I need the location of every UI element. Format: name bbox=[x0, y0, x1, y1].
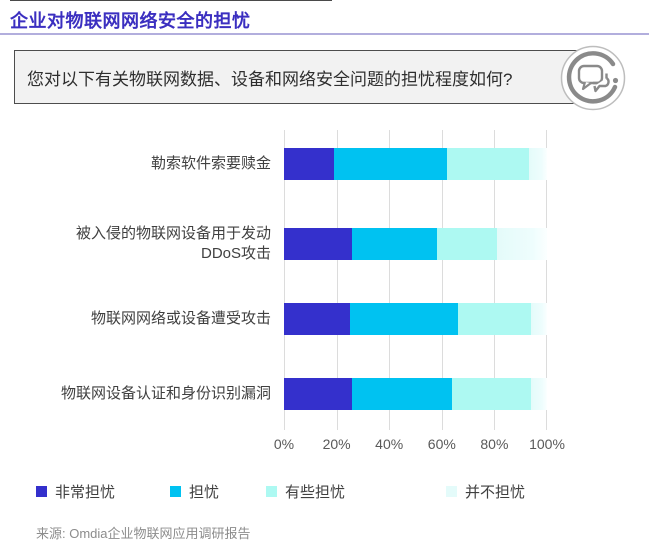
legend-label: 担忧 bbox=[189, 484, 220, 501]
x-tick-label: 60% bbox=[427, 436, 456, 452]
legend-item: 并不担忧 bbox=[446, 481, 525, 502]
bar-segment-有些担忧 bbox=[436, 228, 498, 260]
legend-label: 有些担忧 bbox=[285, 484, 346, 501]
x-tick-label: 80% bbox=[480, 436, 509, 452]
speech-bubbles-icon bbox=[560, 45, 626, 111]
bar-segment-有些担忧 bbox=[457, 303, 532, 335]
bar-row bbox=[284, 303, 547, 335]
bar-segment-有些担忧 bbox=[452, 378, 532, 410]
category-label: 勒索软件索要赎金 bbox=[0, 148, 278, 180]
legend-item: 有些担忧 bbox=[266, 481, 345, 502]
gridline bbox=[546, 130, 547, 430]
gridline bbox=[441, 130, 443, 430]
plot-area: 0% 20% 40% 60% 80% 100% bbox=[274, 130, 565, 452]
gridline bbox=[389, 130, 391, 430]
bar-row bbox=[284, 228, 547, 260]
x-tick-label: 100% bbox=[529, 436, 565, 452]
bar-segment-并不担忧 bbox=[497, 228, 547, 260]
bar-row bbox=[284, 378, 547, 410]
title-underline bbox=[0, 33, 649, 35]
bar-segment-并不担忧 bbox=[531, 378, 547, 410]
bar-row bbox=[284, 148, 547, 180]
x-tick-label: 40% bbox=[375, 436, 404, 452]
legend-swatch bbox=[446, 486, 457, 497]
x-tick-label: 0% bbox=[273, 436, 295, 452]
legend-item: 担忧 bbox=[170, 481, 219, 502]
category-label-line: 被入侵的物联网设备用于发动 bbox=[75, 225, 271, 242]
bar-segment-担忧 bbox=[352, 378, 453, 410]
bar-segment-有些担忧 bbox=[447, 148, 529, 180]
bar-segment-非常担忧 bbox=[284, 228, 353, 260]
legend-swatch bbox=[36, 486, 47, 497]
question-text: 您对以下有关物联网数据、设备和网络安全问题的担忧程度如何? bbox=[27, 69, 513, 89]
category-label-line: DDoS攻击 bbox=[200, 245, 271, 262]
bar-segment-担忧 bbox=[352, 228, 437, 260]
legend-swatch bbox=[266, 486, 277, 497]
page-title: 企业对物联网网络安全的担忧 bbox=[10, 11, 251, 31]
bar-segment-非常担忧 bbox=[284, 303, 350, 335]
top-edge-line bbox=[10, 0, 332, 1]
bar-segment-非常担忧 bbox=[284, 148, 334, 180]
bar-segment-担忧 bbox=[333, 148, 448, 180]
category-label: 物联网设备认证和身份识别漏洞 bbox=[0, 378, 278, 410]
category-label-line: 勒索软件索要赎金 bbox=[150, 155, 271, 172]
legend-label: 并不担忧 bbox=[465, 484, 526, 501]
source-note: 来源: Omdia企业物联网应用调研报告 bbox=[36, 526, 251, 541]
gridline bbox=[494, 130, 496, 430]
category-label: 被入侵的物联网设备用于发动 DDoS攻击 bbox=[0, 225, 278, 262]
question-box: 您对以下有关物联网数据、设备和网络安全问题的担忧程度如何? bbox=[14, 50, 580, 104]
bar-segment-非常担忧 bbox=[284, 378, 353, 410]
bar-segment-并不担忧 bbox=[528, 148, 547, 180]
legend-swatch bbox=[170, 486, 181, 497]
gridline bbox=[284, 130, 285, 430]
category-label-line: 物联网网络或设备遭受攻击 bbox=[90, 310, 271, 327]
legend-label: 非常担忧 bbox=[55, 484, 116, 501]
chart-legend: 非常担忧 担忧 有些担忧 并不担忧 bbox=[0, 481, 649, 501]
category-label: 物联网网络或设备遭受攻击 bbox=[0, 303, 278, 335]
bar-segment-担忧 bbox=[349, 303, 458, 335]
category-label-line: 物联网设备认证和身份识别漏洞 bbox=[60, 385, 271, 402]
gridline bbox=[336, 130, 338, 430]
x-tick-label: 20% bbox=[322, 436, 351, 452]
legend-item: 非常担忧 bbox=[36, 481, 115, 502]
bar-segment-并不担忧 bbox=[531, 303, 547, 335]
